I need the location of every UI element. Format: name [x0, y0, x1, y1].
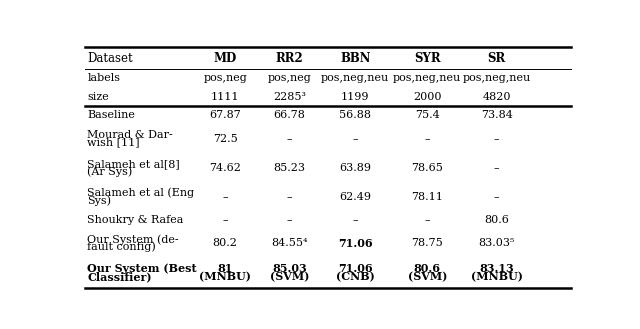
Text: 63.89: 63.89	[339, 163, 371, 173]
Text: 1199: 1199	[341, 92, 369, 102]
Text: 78.75: 78.75	[412, 238, 443, 248]
Text: 71.06: 71.06	[338, 264, 372, 274]
Text: 83.13: 83.13	[479, 264, 514, 274]
Text: Classifier): Classifier)	[88, 271, 152, 282]
Text: (SVM): (SVM)	[270, 271, 309, 282]
Text: pos,neg: pos,neg	[268, 73, 312, 84]
Text: 78.11: 78.11	[412, 192, 443, 202]
Text: Our System (de-: Our System (de-	[88, 234, 179, 245]
Text: 78.65: 78.65	[412, 163, 443, 173]
Text: –: –	[353, 134, 358, 144]
Text: 71.06: 71.06	[338, 238, 372, 249]
Text: 73.84: 73.84	[481, 110, 513, 120]
Text: Salameh et al[8]: Salameh et al[8]	[88, 159, 180, 169]
Text: 74.62: 74.62	[209, 163, 241, 173]
Text: pos,neg,neu: pos,neg,neu	[321, 73, 389, 84]
Text: Our System (Best: Our System (Best	[88, 264, 197, 274]
Text: size: size	[88, 92, 109, 102]
Text: (SVM): (SVM)	[408, 271, 447, 282]
Text: –: –	[287, 192, 292, 202]
Text: (MNBU): (MNBU)	[470, 271, 523, 282]
Text: –: –	[494, 134, 499, 144]
Text: 85.03: 85.03	[272, 264, 307, 274]
Text: Baseline: Baseline	[88, 110, 135, 120]
Text: 75.4: 75.4	[415, 110, 440, 120]
Text: –: –	[222, 215, 228, 225]
Text: pos,neg,neu: pos,neg,neu	[393, 73, 461, 84]
Text: fault config): fault config)	[88, 242, 156, 252]
Text: Shoukry & Rafea: Shoukry & Rafea	[88, 215, 184, 225]
Text: 1111: 1111	[211, 92, 239, 102]
Text: –: –	[353, 215, 358, 225]
Text: pos,neg,neu: pos,neg,neu	[463, 73, 531, 84]
Text: Dataset: Dataset	[88, 52, 133, 65]
Text: Sys): Sys)	[88, 195, 111, 206]
Text: Salameh et al (Eng: Salameh et al (Eng	[88, 188, 195, 198]
Text: BBN: BBN	[340, 52, 371, 65]
Text: 83.03⁵: 83.03⁵	[479, 238, 515, 248]
Text: –: –	[222, 192, 228, 202]
Text: 2285³: 2285³	[273, 92, 306, 102]
Text: RR2: RR2	[276, 52, 303, 65]
Text: –: –	[424, 134, 430, 144]
Text: (MNBU): (MNBU)	[199, 271, 251, 282]
Text: 84.55⁴: 84.55⁴	[271, 238, 308, 248]
Text: 72.5: 72.5	[212, 134, 237, 144]
Text: –: –	[424, 215, 430, 225]
Text: SR: SR	[488, 52, 506, 65]
Text: –: –	[287, 134, 292, 144]
Text: (CNB): (CNB)	[336, 271, 374, 282]
Text: pos,neg: pos,neg	[204, 73, 247, 84]
Text: labels: labels	[88, 73, 120, 84]
Text: 62.49: 62.49	[339, 192, 371, 202]
Text: –: –	[494, 192, 499, 202]
Text: (Ar Sys): (Ar Sys)	[88, 166, 132, 177]
Text: 80.6: 80.6	[413, 264, 441, 274]
Text: 4820: 4820	[483, 92, 511, 102]
Text: Mourad & Dar-: Mourad & Dar-	[88, 130, 173, 140]
Text: wish [11]: wish [11]	[88, 138, 140, 148]
Text: 66.78: 66.78	[274, 110, 305, 120]
Text: –: –	[287, 215, 292, 225]
Text: 80.6: 80.6	[484, 215, 509, 225]
Text: 2000: 2000	[413, 92, 442, 102]
Text: 56.88: 56.88	[339, 110, 371, 120]
Text: SYR: SYR	[414, 52, 440, 65]
Text: 67.87: 67.87	[209, 110, 241, 120]
Text: 80.2: 80.2	[212, 238, 237, 248]
Text: MD: MD	[214, 52, 237, 65]
Text: 81: 81	[218, 264, 233, 274]
Text: 85.23: 85.23	[273, 163, 305, 173]
Text: –: –	[494, 163, 499, 173]
